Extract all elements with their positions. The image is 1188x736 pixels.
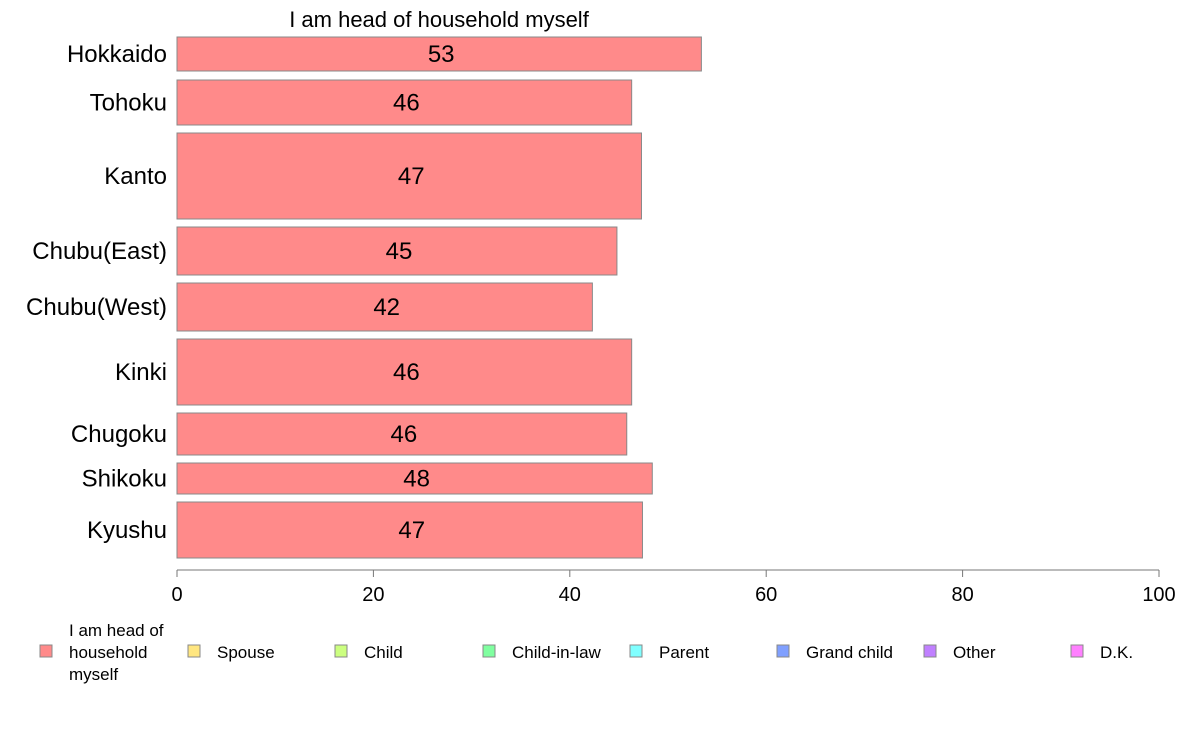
legend-label: Grand child <box>806 643 893 662</box>
bar-kanto <box>176 132 642 220</box>
bar-value-label: 48 <box>403 466 430 493</box>
bar-hokkaido <box>176 36 702 72</box>
x-tick-label: 100 <box>1142 584 1175 606</box>
legend-item: Grand child <box>776 643 893 662</box>
category-label: Chugoku <box>71 421 167 448</box>
bar-value-label: 47 <box>398 163 425 190</box>
legend-label: Other <box>953 643 996 662</box>
category-label: Chubu(West) <box>26 294 167 321</box>
legend-item: Spouse <box>187 643 275 662</box>
bar-kinki <box>176 338 633 406</box>
legend-swatch <box>923 644 937 658</box>
legend-label: D.K. <box>1100 643 1133 662</box>
category-label: Chubu(East) <box>32 238 167 265</box>
bar-chubu-west- <box>176 282 593 332</box>
x-tick-label: 80 <box>951 584 973 606</box>
bar-chubu-east- <box>176 226 618 276</box>
bar-value-label: 47 <box>398 517 425 544</box>
legend-item: Other <box>923 643 996 662</box>
bar-value-label: 45 <box>386 238 413 265</box>
bar-chugoku <box>176 412 628 456</box>
legend-item: Parent <box>629 643 709 662</box>
legend-item: Child-in-law <box>482 643 602 662</box>
legend-item: D.K. <box>1070 643 1133 662</box>
legend-label: Parent <box>659 643 709 662</box>
x-tick-label: 60 <box>755 584 777 606</box>
bar-value-label: 46 <box>393 90 420 117</box>
x-tick-label: 40 <box>559 584 581 606</box>
legend: I am head of household myself Spouse Child Ch… <box>39 621 1133 684</box>
category-label: Hokkaido <box>67 41 167 68</box>
bar-value-label: 42 <box>373 294 400 321</box>
category-label: Kanto <box>104 163 167 190</box>
legend-swatch <box>39 644 53 658</box>
legend-swatch <box>776 644 790 658</box>
legend-item: Child <box>334 643 403 662</box>
legend-item: I am head of household myself <box>39 621 164 684</box>
x-tick-label: 20 <box>362 584 384 606</box>
legend-swatch <box>1070 644 1084 658</box>
x-tick-label: 0 <box>171 584 182 606</box>
category-label: Kinki <box>115 359 167 386</box>
bars-group: Hokkaido 53 Tohoku 46 Kanto 47 Chubu(East) 45 Ch… <box>26 36 702 559</box>
legend-label: Spouse <box>217 643 275 662</box>
legend-swatch <box>629 644 643 658</box>
category-label: Shikoku <box>82 466 167 493</box>
category-label: Tohoku <box>90 90 167 117</box>
bar-value-label: 53 <box>428 41 455 68</box>
bar-kyushu <box>176 501 643 559</box>
bar-value-label: 46 <box>393 359 420 386</box>
legend-swatch <box>334 644 348 658</box>
bar-tohoku <box>176 79 633 126</box>
legend-label: I am head of household myself <box>69 621 164 684</box>
legend-swatch <box>482 644 496 658</box>
chart-title: I am head of household myself <box>289 7 590 32</box>
legend-label: Child <box>364 643 403 662</box>
bar-shikoku <box>176 462 653 495</box>
x-axis: 0 20 40 60 80 100 <box>171 569 1176 606</box>
category-label: Kyushu <box>87 517 167 544</box>
bar-value-label: 46 <box>391 421 418 448</box>
legend-swatch <box>187 644 201 658</box>
legend-label: Child-in-law <box>512 643 602 662</box>
